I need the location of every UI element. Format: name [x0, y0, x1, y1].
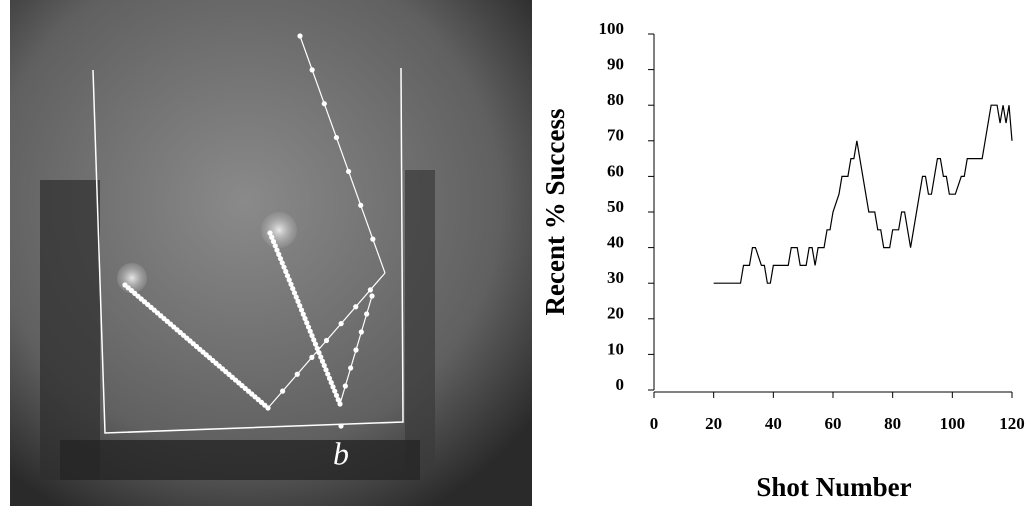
- trajectory-dot: [348, 365, 354, 371]
- photo: b: [10, 0, 532, 506]
- trajectory-dot: [364, 311, 370, 317]
- trajectory-dot: [286, 277, 292, 283]
- trajectory-dot: [309, 354, 315, 360]
- trajectory-dot: [328, 380, 334, 386]
- trajectory-dot: [267, 230, 273, 236]
- y-tick-label: 30: [607, 268, 624, 287]
- trajectory-dot: [274, 247, 280, 253]
- trajectory-dot: [337, 401, 343, 407]
- trajectory-dot: [321, 362, 327, 369]
- trajectory-dot: [333, 134, 340, 141]
- x-tick-label: 120: [999, 414, 1025, 433]
- trajectory-dot: [300, 311, 306, 317]
- x-tick-label: 20: [705, 414, 722, 433]
- x-tick-label: 0: [650, 414, 659, 433]
- trajectory-dot: [358, 329, 364, 335]
- trajectory-dot: [318, 354, 324, 360]
- trajectory-dot: [307, 328, 313, 334]
- trajectory-dot: [335, 397, 341, 403]
- trajectory-dot: [269, 234, 275, 240]
- trajectory-dot: [281, 264, 287, 270]
- y-tick-label: 0: [616, 375, 625, 394]
- trajectory-dot: [311, 337, 317, 343]
- trajectory-dot: [295, 298, 301, 304]
- trajectory-dot: [358, 202, 364, 208]
- trajectory-dot: [353, 347, 359, 353]
- y-tick-label: 80: [607, 90, 624, 109]
- trajectory-dot: [338, 423, 344, 429]
- trajectory-dot: [330, 384, 336, 390]
- trajectory-dot: [280, 388, 286, 394]
- trajectory-dot: [304, 320, 310, 326]
- x-axis-title: Shot Number: [756, 472, 911, 502]
- y-tick-label: 10: [607, 339, 624, 358]
- trajectory-dot: [294, 371, 300, 377]
- photo-label: b: [333, 435, 349, 471]
- trajectory-dot: [293, 294, 299, 300]
- trajectory-dot: [302, 315, 308, 322]
- y-tick-label: 20: [607, 304, 624, 323]
- trajectory-dot: [319, 358, 326, 364]
- trajectories: [122, 33, 386, 429]
- trajectory-dot: [345, 168, 352, 175]
- trajectory-dot: [338, 321, 344, 327]
- chart: Shot Number Recent % Success 0 10 20 30 40 50…: [540, 19, 1025, 502]
- trajectory-dot: [284, 273, 291, 279]
- trajectory-dot: [332, 388, 338, 394]
- trajectory-dot: [272, 243, 278, 249]
- x-tick-label: 60: [825, 414, 842, 433]
- y-axis-title: Recent % Success: [540, 109, 570, 316]
- y-tick-label: 40: [607, 233, 624, 252]
- y-tick-label: 50: [607, 197, 624, 216]
- trajectory-dot: [326, 375, 333, 381]
- trajectory-dot: [325, 371, 331, 377]
- trajectory-dot: [298, 307, 305, 313]
- trajectory-dot: [312, 341, 319, 347]
- trajectory-dot: [297, 33, 303, 39]
- trajectory-dot: [279, 260, 285, 266]
- trajectory-dot: [309, 67, 315, 73]
- data-line: [713, 104, 1013, 284]
- trajectory-dot: [291, 290, 298, 296]
- trajectory-dot: [353, 304, 359, 310]
- trajectory-dot: [283, 268, 289, 275]
- trajectory-dot: [367, 287, 373, 293]
- x-tick-label: 80: [884, 414, 901, 433]
- trajectory-dot: [370, 236, 376, 242]
- y-tick-label: 60: [607, 161, 624, 180]
- x-tick-label: 40: [765, 414, 782, 433]
- trajectory-dot: [277, 256, 284, 262]
- trajectory-line: [299, 35, 386, 274]
- x-tick-label: 100: [940, 414, 966, 433]
- trajectory-dot: [323, 337, 330, 344]
- y-tick-label: 90: [607, 55, 624, 74]
- trajectory-dot: [305, 324, 312, 330]
- trajectory-dot: [321, 101, 327, 107]
- trajectory-dot: [323, 367, 329, 373]
- trajectory-dot: [342, 383, 348, 389]
- trajectory-dot: [309, 333, 315, 339]
- y-tick-label: 70: [607, 126, 624, 145]
- trajectory-dot: [265, 405, 271, 411]
- trajectory-dot: [276, 251, 282, 257]
- trajectory-dot: [288, 281, 294, 287]
- trajectory-dot: [369, 293, 375, 299]
- trajectory-dot: [297, 303, 303, 309]
- y-tick-label: 100: [599, 19, 625, 38]
- trajectory-dot: [270, 238, 277, 245]
- trajectory-dot: [290, 285, 296, 292]
- trajectory-dot: [333, 392, 340, 399]
